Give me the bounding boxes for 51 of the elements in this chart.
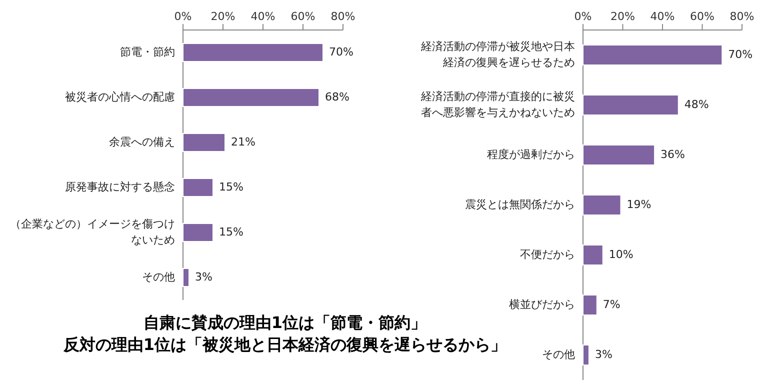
data-label: 68% bbox=[325, 90, 350, 104]
x-tick-label: 40% bbox=[650, 10, 675, 23]
bar bbox=[582, 244, 604, 266]
x-tick-label: 0% bbox=[174, 10, 192, 23]
text: 自粛に賛成の理由1位は「節電・節約」 bbox=[143, 313, 427, 332]
data-label: 70% bbox=[728, 48, 753, 62]
text: 反対の理由1位は「被災地と日本経済の復興を遅らせるから」 bbox=[62, 335, 507, 354]
bar bbox=[582, 44, 723, 66]
y-tick-label: その他 bbox=[142, 270, 175, 284]
data-label: 15% bbox=[219, 180, 244, 194]
x-tick-label: 20% bbox=[610, 10, 635, 23]
data-label: 3% bbox=[195, 270, 212, 284]
x-tick-label: 0% bbox=[574, 10, 592, 23]
x-tick-label: 20% bbox=[210, 10, 236, 23]
y-tick-label: （企業などの）イメージを傷つけないため bbox=[10, 218, 175, 247]
data-label: 3% bbox=[594, 348, 612, 362]
data-label: 15% bbox=[219, 226, 244, 239]
data-label: 36% bbox=[660, 148, 686, 162]
data-label: 48% bbox=[684, 98, 709, 112]
bar bbox=[182, 43, 324, 62]
bar bbox=[582, 144, 656, 166]
bar bbox=[182, 133, 226, 152]
x-tick-label: 40% bbox=[250, 10, 276, 23]
bar bbox=[582, 294, 598, 316]
x-tick-label: 80% bbox=[330, 10, 356, 23]
y-tick-label: 横並びだから bbox=[509, 298, 575, 312]
data-label: 70% bbox=[329, 46, 354, 59]
y-tick-label: 経済活動の停滞が直接的に被災者へ悪影響を与えかねないため bbox=[420, 90, 575, 120]
bar bbox=[582, 194, 622, 216]
y-tick-label: 原発事故に対する懸念 bbox=[65, 180, 175, 194]
data-label: 10% bbox=[608, 248, 634, 262]
bar bbox=[182, 268, 190, 287]
x-tick-label: 60% bbox=[690, 10, 714, 23]
y-tick-label: 不便だから bbox=[520, 248, 575, 262]
x-tick-label: 80% bbox=[730, 10, 754, 23]
bar bbox=[182, 178, 214, 197]
bar bbox=[582, 94, 679, 116]
x-tick-label: 60% bbox=[290, 10, 316, 23]
data-label: 19% bbox=[626, 198, 652, 212]
y-tick-label: 被災者の心情への配慮 bbox=[65, 90, 175, 104]
y-tick-label: 余震への備え bbox=[109, 136, 175, 149]
y-tick-label: 経済活動の停滞が被災地や日本経済の復興を遅らせるため bbox=[420, 40, 575, 70]
y-tick-label: 節電・節約 bbox=[120, 46, 175, 59]
bar bbox=[182, 88, 320, 107]
data-label: 21% bbox=[231, 136, 256, 149]
data-label: 7% bbox=[602, 298, 620, 312]
y-tick-label: その他 bbox=[542, 348, 575, 362]
bar bbox=[182, 223, 214, 242]
y-tick-label: 震災とは無関係だから bbox=[465, 198, 575, 212]
bar bbox=[582, 344, 590, 366]
y-tick-label: 程度が過剰だから bbox=[487, 148, 575, 162]
